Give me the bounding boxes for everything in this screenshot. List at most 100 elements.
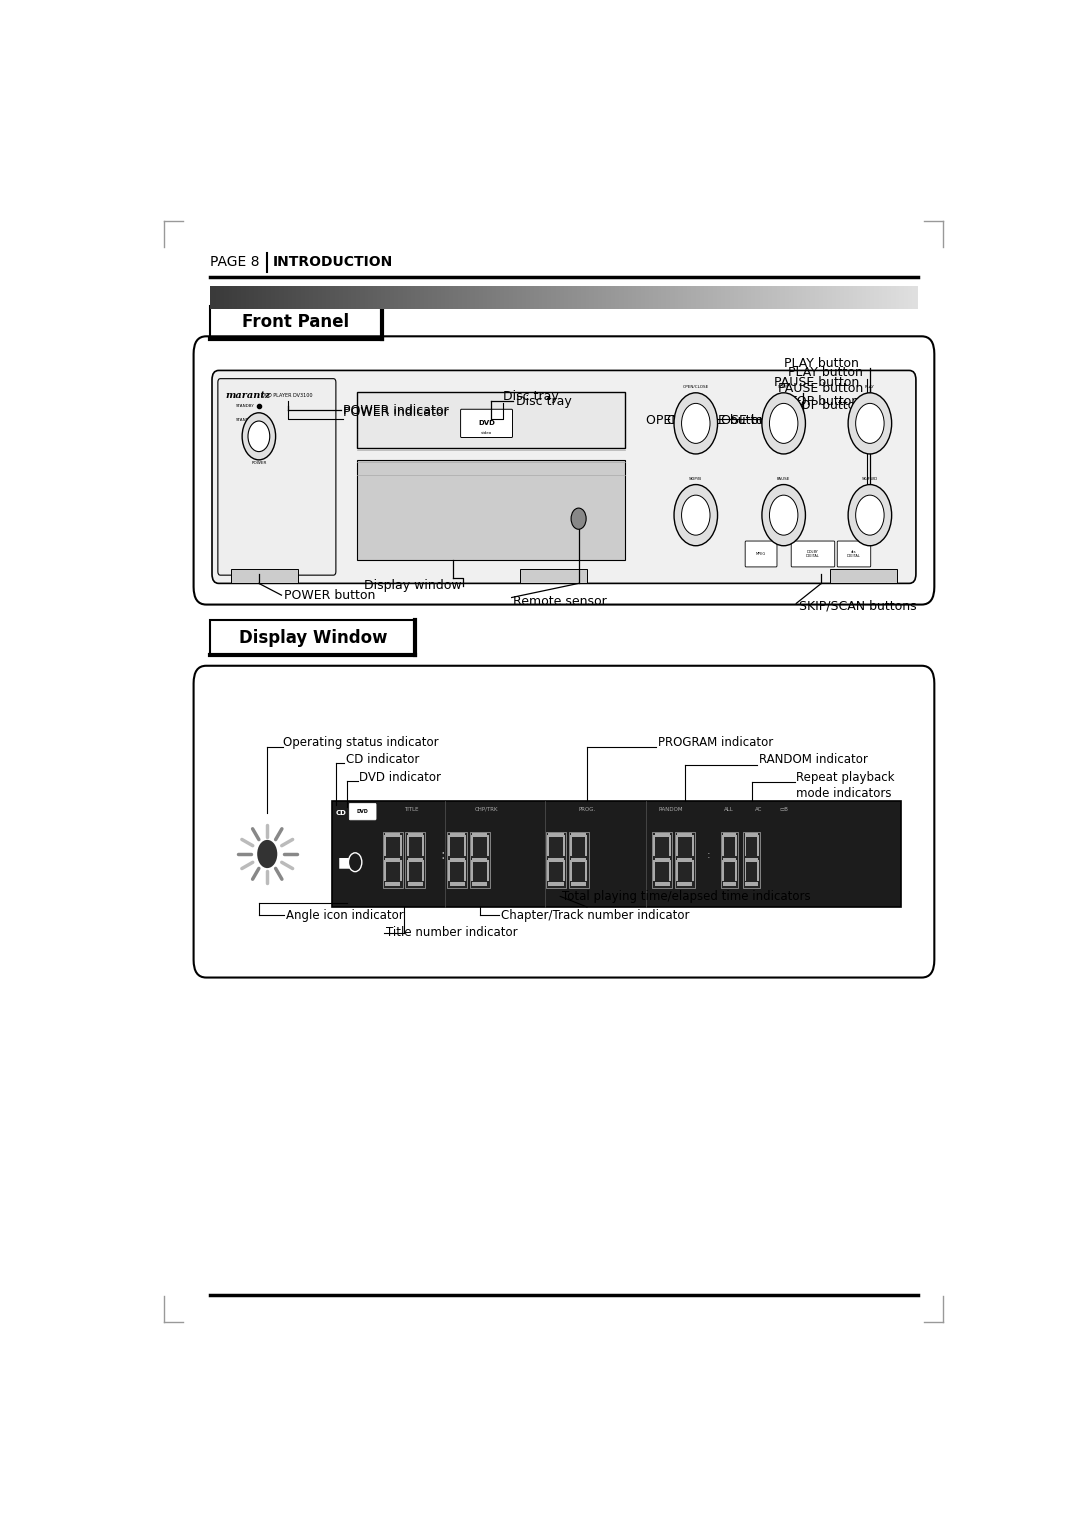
Text: PAUSE button: PAUSE button [778,382,863,396]
Text: STOP: STOP [779,385,789,390]
Bar [422,836,424,856]
Text: CD: CD [336,810,347,816]
FancyBboxPatch shape [212,370,916,584]
Text: PAUSE: PAUSE [777,477,791,481]
Bar [448,860,450,880]
Bar [570,836,571,856]
Text: Front Panel: Front Panel [242,313,349,332]
Text: Remote sensor: Remote sensor [513,594,607,608]
Bar [384,860,386,880]
FancyBboxPatch shape [356,391,624,448]
Text: ALL: ALL [725,807,734,811]
Bar [471,860,473,880]
Bar [829,570,896,584]
Bar [744,860,746,880]
FancyBboxPatch shape [193,666,934,978]
Bar [745,833,758,837]
FancyBboxPatch shape [460,410,513,437]
Circle shape [349,853,362,871]
Bar [571,883,586,886]
Circle shape [242,413,275,460]
Circle shape [855,403,885,443]
FancyBboxPatch shape [193,336,934,605]
Bar [745,883,758,886]
Circle shape [769,403,798,443]
Text: POWER indicator: POWER indicator [342,403,448,417]
Bar [723,833,735,837]
Bar [745,857,758,862]
Bar [568,831,589,888]
Text: PROGRAM indicator: PROGRAM indicator [658,735,773,749]
Bar [448,836,450,856]
Bar [757,836,759,856]
Bar [521,570,588,584]
Bar [449,833,464,837]
Bar [400,836,402,856]
Text: PLAY button: PLAY button [788,365,863,379]
Bar [721,836,724,856]
Bar [571,857,586,862]
Circle shape [848,393,892,454]
Circle shape [769,495,798,535]
Bar [757,860,759,880]
FancyBboxPatch shape [356,460,624,559]
Text: DVD indicator: DVD indicator [360,772,442,784]
Text: Display window: Display window [364,579,461,593]
Text: Chapter/Track number indicator: Chapter/Track number indicator [501,909,689,921]
Bar [654,883,670,886]
Text: DVD PLAYER DV3100: DVD PLAYER DV3100 [260,393,312,397]
Circle shape [571,509,586,529]
Text: INTRODUCTION: INTRODUCTION [273,255,393,269]
FancyBboxPatch shape [792,541,835,567]
Text: Total playing time/elapsed time indicators: Total playing time/elapsed time indicato… [562,889,810,903]
Bar [464,860,467,880]
Bar [734,836,737,856]
Bar [654,857,670,862]
Circle shape [674,393,717,454]
Text: video: video [481,431,492,435]
Circle shape [761,484,806,545]
Circle shape [681,495,710,535]
Text: Operating status indicator: Operating status indicator [283,735,438,749]
Text: MPEG: MPEG [756,552,766,556]
Bar [677,857,692,862]
Bar [734,860,737,880]
Bar [744,836,746,856]
Circle shape [761,393,806,454]
Bar [676,860,678,880]
Bar [691,836,693,856]
FancyBboxPatch shape [211,306,382,339]
Bar [408,833,423,837]
Circle shape [257,840,278,868]
Bar [654,833,670,837]
Bar [487,860,488,880]
Text: Disc tray: Disc tray [516,394,571,408]
Bar [470,831,490,888]
Text: mode indicators: mode indicators [796,787,892,801]
Text: STANDBY: STANDBY [235,403,254,408]
Bar [408,857,423,862]
Text: Disc tray: Disc tray [503,390,559,403]
Bar [675,831,694,888]
Bar [570,860,571,880]
FancyBboxPatch shape [837,541,870,567]
Bar [449,857,464,862]
Bar [670,860,671,880]
Bar [743,831,760,888]
FancyBboxPatch shape [745,541,777,567]
Bar [386,833,401,837]
Text: PROG.: PROG. [579,807,595,811]
Bar [472,833,487,837]
FancyBboxPatch shape [218,379,336,575]
Bar [487,836,488,856]
FancyBboxPatch shape [349,804,376,821]
Bar [548,836,550,856]
Text: OPEN/CLOSE button: OPEN/CLOSE button [646,414,771,426]
Text: POWER: POWER [252,461,267,466]
Text: POWER indicator: POWER indicator [342,405,448,419]
Bar [449,883,464,886]
Bar [723,857,735,862]
Text: PLAY button: PLAY button [784,358,859,370]
Text: PAGE 8: PAGE 8 [211,255,260,269]
Text: Title number indicator: Title number indicator [387,926,517,940]
